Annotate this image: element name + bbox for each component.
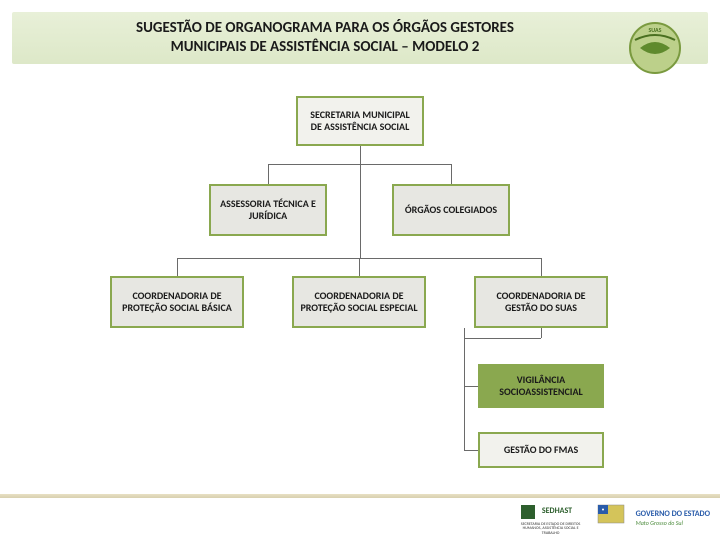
org-node-n7: VIGILÂNCIA SOCIOASSISTENCIAL xyxy=(478,364,604,408)
footer-logos: SEDHAST SECRETARIA DE ESTADO DE DIREITOS… xyxy=(516,501,710,536)
org-chart: SECRETARIA MUNICIPAL DE ASSISTÊNCIA SOCI… xyxy=(0,80,720,500)
org-connector xyxy=(541,328,542,338)
governo-sub: Mato Grosso do Sul xyxy=(636,519,683,527)
org-node-n1: SECRETARIA MUNICIPAL DE ASSISTÊNCIA SOCI… xyxy=(296,96,424,146)
footer-band xyxy=(0,494,720,498)
svg-text:SEDHAST: SEDHAST xyxy=(541,506,571,516)
ms-flag-logo xyxy=(596,503,626,534)
org-node-n3: ÓRGÃOS COLEGIADOS xyxy=(392,184,510,236)
org-connector xyxy=(177,258,178,276)
org-connector xyxy=(464,386,478,387)
org-node-n4: COORDENADORIA DE PROTEÇÃO SOCIAL BÁSICA xyxy=(110,276,244,328)
title-line-2: MUNICIPAIS DE ASSISTÊNCIA SOCIAL – MODEL… xyxy=(171,38,480,56)
org-connector xyxy=(464,328,465,450)
header-bar: SUGESTÃO DE ORGANOGRAMA PARA OS ÓRGÃOS G… xyxy=(12,12,708,64)
org-connector xyxy=(464,338,541,339)
sedhast-logo: SEDHAST SECRETARIA DE ESTADO DE DIREITOS… xyxy=(516,501,586,536)
org-connector xyxy=(268,164,269,184)
org-node-n2: ASSESSORIA TÉCNICA E JURÍDICA xyxy=(209,184,327,236)
org-connector xyxy=(360,146,361,258)
svg-text:SUAS: SUAS xyxy=(648,26,661,34)
governo-estado-logo: GOVERNO DO ESTADO Mato Grosso do Sul xyxy=(636,509,710,527)
org-connector xyxy=(464,450,478,451)
sedhast-caption: SECRETARIA DE ESTADO DE DIREITOS HUMANOS… xyxy=(516,523,586,536)
suas-logo: SUAS xyxy=(620,18,690,76)
page-title: SUGESTÃO DE ORGANOGRAMA PARA OS ÓRGÃOS G… xyxy=(136,19,514,57)
org-node-n5: COORDENADORIA DE PROTEÇÃO SOCIAL ESPECIA… xyxy=(292,276,426,328)
org-connector xyxy=(541,258,542,276)
org-connector xyxy=(464,328,465,338)
org-connector xyxy=(451,164,452,184)
governo-label: GOVERNO DO ESTADO xyxy=(636,509,710,519)
org-node-n8: GESTÃO DO FMAS xyxy=(478,432,604,468)
title-line-1: SUGESTÃO DE ORGANOGRAMA PARA OS ÓRGÃOS G… xyxy=(136,19,514,37)
org-node-n6: COORDENADORIA DE GESTÃO DO SUAS xyxy=(474,276,608,328)
org-connector xyxy=(359,258,360,276)
